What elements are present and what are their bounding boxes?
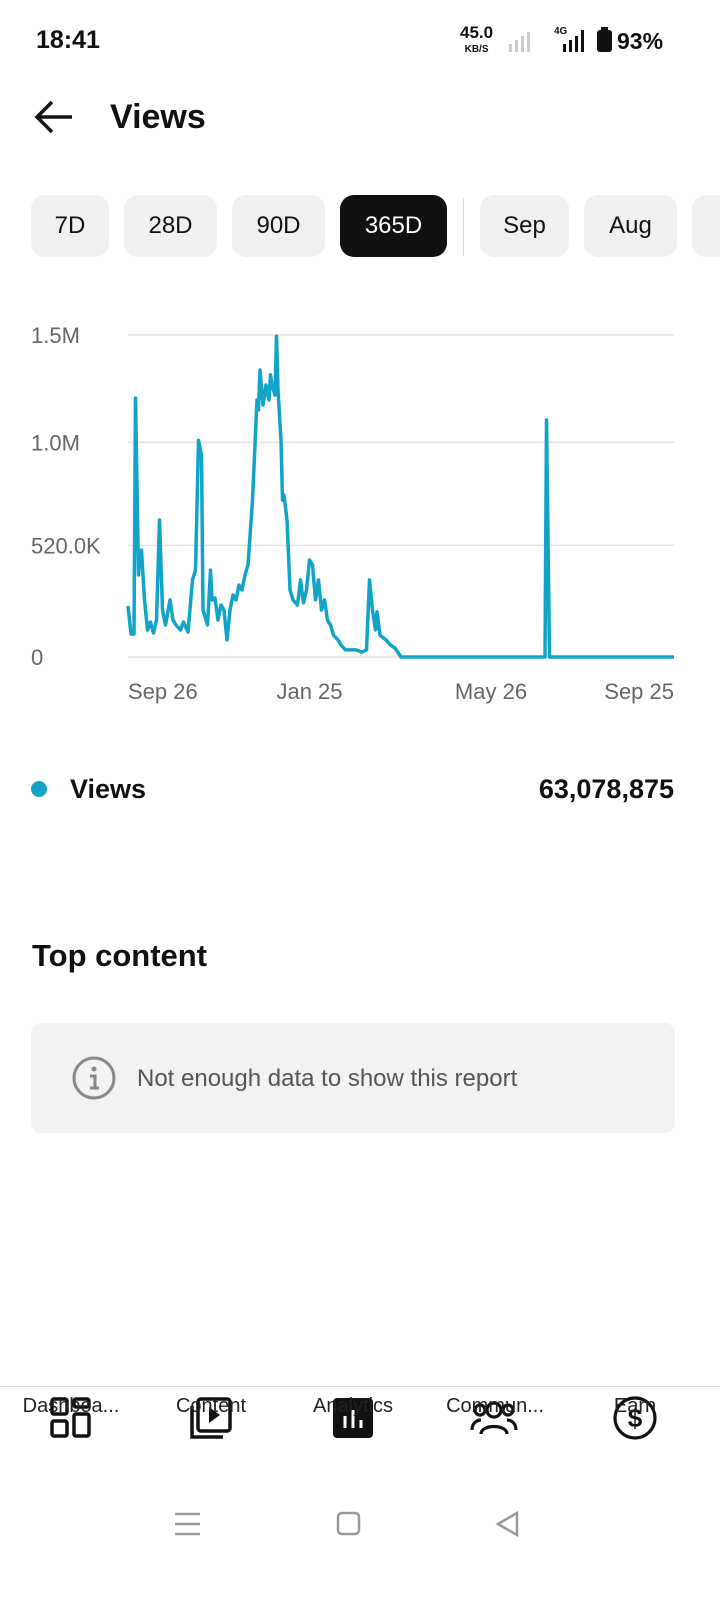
svg-text:$: $ (628, 1403, 643, 1433)
y-tick-label: 0 (31, 645, 43, 670)
chart: 0 520.0K 1.0M 1.5M Sep 26 Jan 25 May 26 Sep 25 (31, 323, 674, 704)
tab[interactable]: Aug (584, 195, 677, 257)
speed: 45.0 (460, 23, 494, 42)
network: 4G (554, 26, 568, 37)
y-tick-label: 520.0K (31, 533, 101, 558)
x-tick-label: Jan 25 (276, 679, 342, 704)
system-nav (175, 1510, 519, 1538)
y-tick-label: 1.0M (31, 430, 80, 455)
nav-divider (0, 1386, 720, 1387)
legend-name: Views (70, 774, 147, 804)
x-tick-label: May 26 (455, 679, 527, 704)
x-tick-label: Sep 25 (604, 679, 674, 704)
tab-divider (463, 198, 464, 256)
nav-item[interactable]: Content (175, 1395, 247, 1417)
empty-message: Not enough data to show this report (137, 1065, 518, 1092)
line-series (126, 334, 674, 659)
empty-card: Not enough data to show this report (31, 1023, 675, 1133)
tab[interactable]: Sep (480, 195, 569, 257)
battery-icon (597, 27, 612, 52)
nav-icons: $ (50, 1396, 657, 1440)
y-tick-label: 1.5M (31, 323, 80, 348)
signal-icons (509, 30, 584, 52)
time: 18:41 (36, 26, 100, 54)
tab[interactable]: 7D (31, 195, 109, 257)
section-title: Top content (32, 938, 208, 973)
speed-unit: KB/S (464, 44, 489, 55)
nav-item[interactable]: Commun... (446, 1395, 544, 1417)
tab[interactable]: 90D (232, 195, 325, 257)
x-tick-label: Sep 26 (128, 679, 198, 704)
legend-total: 63,078,875 (538, 774, 674, 804)
tab-partial[interactable] (692, 195, 720, 257)
tab[interactable]: 365D (340, 195, 447, 257)
legend-dot (31, 781, 47, 797)
nav-item[interactable]: Analytics (312, 1395, 394, 1417)
net-speed: 45.0 KB/S (460, 23, 494, 57)
page-title: Views (110, 98, 206, 136)
nav-item[interactable]: Earn (613, 1395, 657, 1417)
battery: 93% (617, 28, 664, 54)
nav-item[interactable]: Dashboa... (22, 1395, 120, 1417)
info-icon (72, 1056, 116, 1100)
back-button[interactable] (34, 98, 76, 138)
tab[interactable]: 28D (124, 195, 217, 257)
